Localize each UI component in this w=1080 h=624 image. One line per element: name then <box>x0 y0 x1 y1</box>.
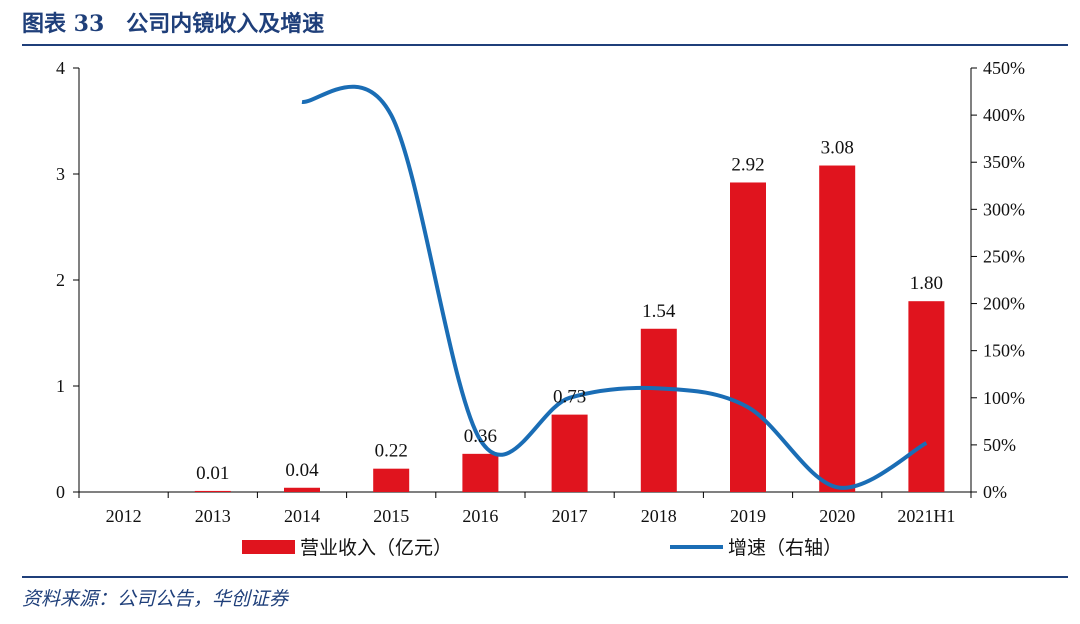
left-axis-tick-label: 2 <box>56 270 65 290</box>
left-axis-tick-label: 3 <box>56 164 65 184</box>
x-axis-tick-label: 2019 <box>730 506 766 526</box>
bar-data-label: 0.22 <box>375 441 408 462</box>
legend-label-growth: 增速（右轴） <box>728 537 842 559</box>
legend-label-revenue: 营业收入（亿元） <box>300 537 452 559</box>
left-axis-tick-label: 4 <box>56 58 65 78</box>
right-axis-tick-label: 350% <box>983 152 1025 172</box>
left-axis-tick-label: 1 <box>56 376 65 396</box>
revenue-bar <box>194 490 231 492</box>
bar-data-label: 0.01 <box>196 463 229 484</box>
revenue-bar <box>908 301 945 492</box>
title-divider <box>22 44 1068 46</box>
revenue-bar <box>462 453 499 492</box>
revenue-bar <box>640 328 677 492</box>
right-axis-tick-label: 0% <box>983 482 1007 502</box>
bar-data-label: 0.04 <box>285 460 319 481</box>
revenue-bar <box>730 182 766 493</box>
x-axis-tick-label: 2012 <box>106 506 142 526</box>
revenue-bar <box>373 468 410 492</box>
bar-data-label: 0.73 <box>553 387 586 408</box>
growth-line <box>301 84 928 490</box>
revenue-bar <box>284 487 320 492</box>
x-axis-tick-label: 2018 <box>641 506 677 526</box>
revenue-bar <box>819 165 856 492</box>
x-axis-tick-label: 2017 <box>552 506 588 526</box>
right-axis-tick-label: 100% <box>983 388 1025 408</box>
right-axis-tick-label: 50% <box>983 435 1016 455</box>
right-axis-tick-label: 150% <box>983 341 1025 361</box>
bar-data-label: 1.54 <box>642 301 676 322</box>
bar-data-label: 3.08 <box>821 138 854 159</box>
source-note: 资料来源：公司公告，华创证券 <box>22 588 289 610</box>
right-axis-tick-label: 200% <box>983 294 1025 314</box>
source-divider <box>22 576 1068 578</box>
figure-title: 图表 33 公司内镜收入及增速 <box>22 11 325 37</box>
right-axis-tick-label: 300% <box>983 199 1025 219</box>
right-axis-tick-label: 400% <box>983 105 1025 125</box>
bar-data-label: 1.80 <box>910 273 943 294</box>
bar-data-label: 2.92 <box>731 154 764 175</box>
left-axis-tick-label: 0 <box>56 482 65 502</box>
legend-swatch-revenue <box>242 540 295 554</box>
x-axis-tick-label: 2020 <box>819 506 855 526</box>
revenue-bar <box>551 414 588 492</box>
x-axis-tick-label: 2016 <box>462 506 498 526</box>
right-axis-tick-label: 450% <box>983 58 1025 78</box>
bar-data-label: 0.36 <box>464 426 497 447</box>
x-axis-tick-label: 2021H1 <box>897 506 955 526</box>
x-axis-tick-label: 2014 <box>284 506 320 526</box>
right-axis-tick-label: 250% <box>983 246 1025 266</box>
x-axis-tick-label: 2013 <box>195 506 231 526</box>
x-axis-tick-label: 2015 <box>373 506 409 526</box>
